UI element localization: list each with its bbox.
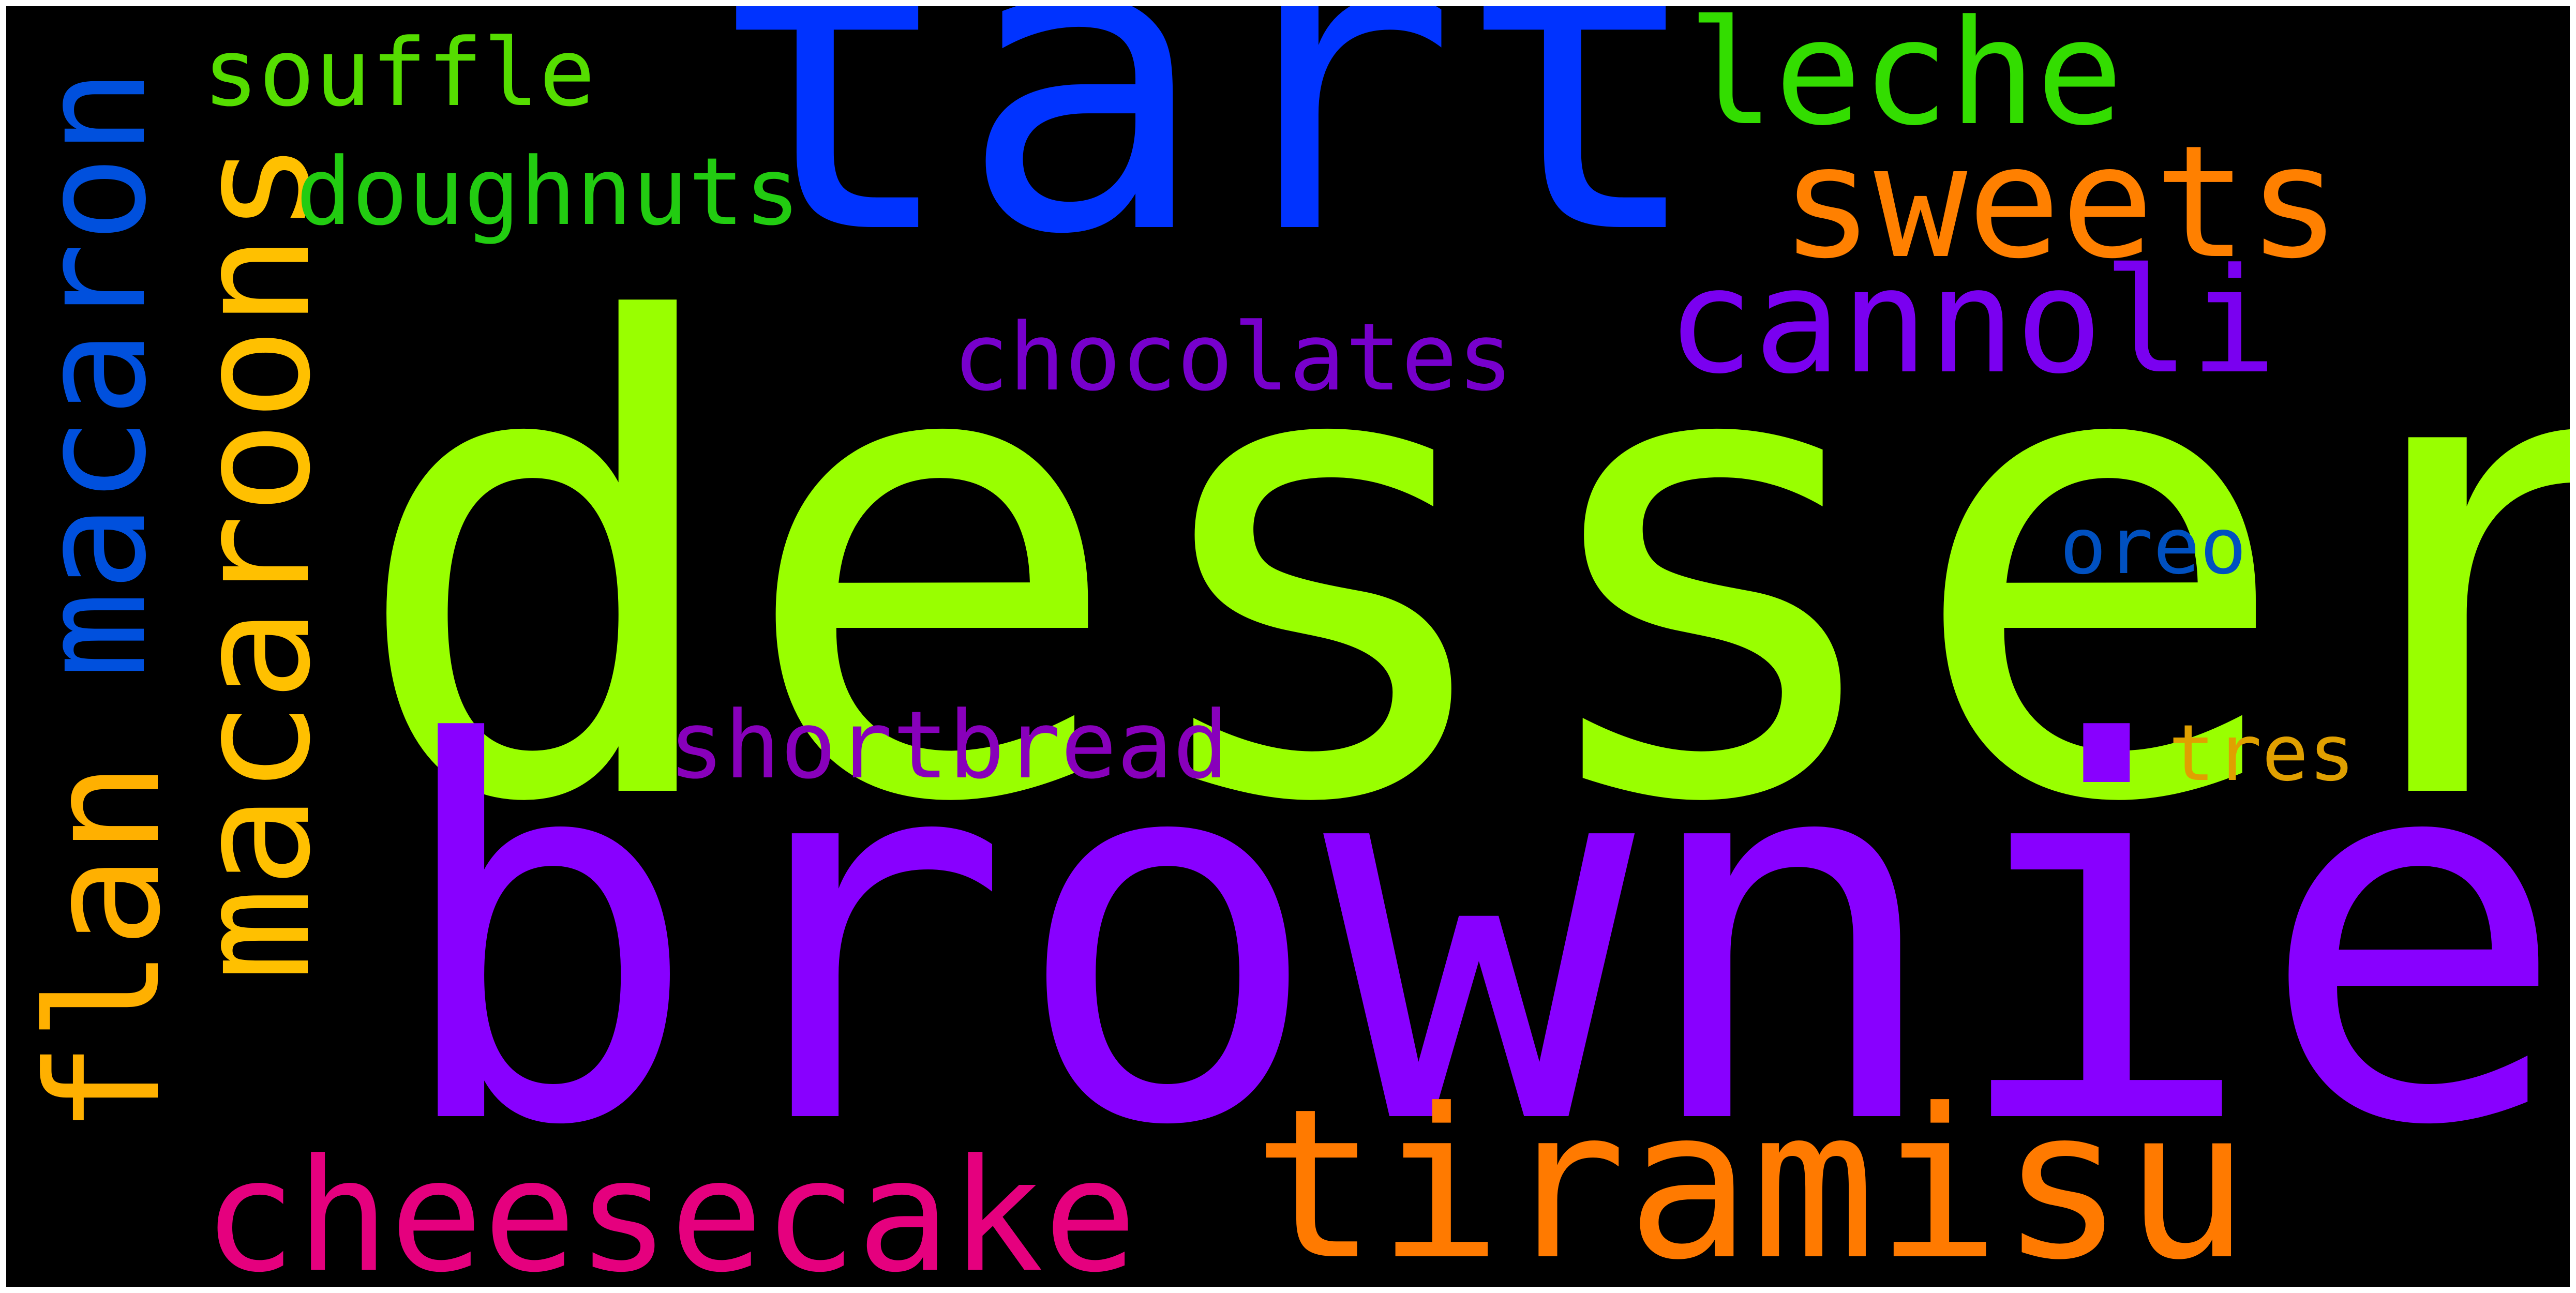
word-sweets: sweets xyxy=(1780,112,2341,293)
word-souffle: souffle xyxy=(203,19,595,127)
word-cloud: dessert brownie tart tiramisu cheesecake… xyxy=(6,6,2570,1287)
word-cheesecake: cheesecake xyxy=(203,1126,1137,1287)
word-flan: flan xyxy=(14,761,194,1135)
word-chocolates: chocolates xyxy=(953,304,1514,412)
word-tart: tart xyxy=(710,6,1706,325)
word-leche: leche xyxy=(1687,6,2123,158)
word-dessert: dessert xyxy=(348,191,2570,943)
word-oreo: oreo xyxy=(2060,502,2247,592)
word-tiramisu: tiramisu xyxy=(1253,1065,2250,1287)
word-macaron: macaron xyxy=(10,68,178,679)
word-cannoli: cannoli xyxy=(1667,237,2278,406)
word-brownie: brownie xyxy=(389,636,2569,1238)
word-macaroons: macaroons xyxy=(164,141,345,982)
word-tres: tres xyxy=(2168,709,2356,799)
word-doughnuts: doughnuts xyxy=(296,138,801,246)
word-shortbread: shortbread xyxy=(668,691,1229,800)
